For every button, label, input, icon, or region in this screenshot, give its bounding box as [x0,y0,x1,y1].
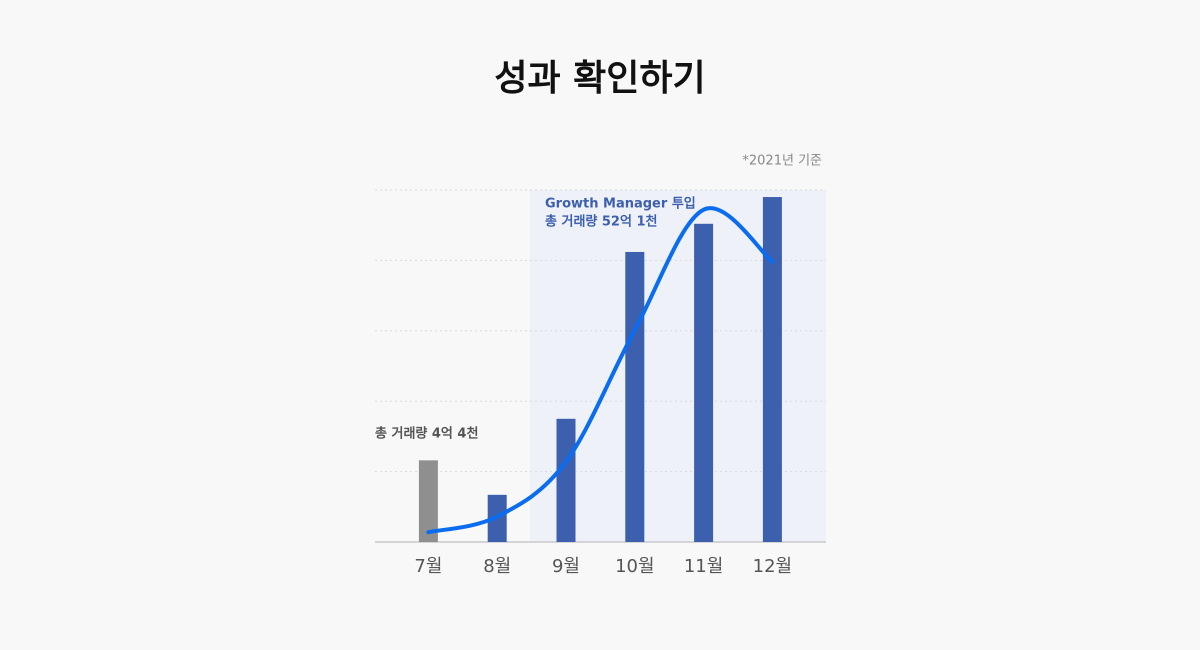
x-tick-label: 8월 [483,556,511,577]
annotation: 총 거래량 4억 4천 [375,426,478,442]
x-tick-label: 10월 [615,556,654,577]
note: *2021년 기준 [742,154,822,169]
bar [625,251,645,542]
annotation: Growth Manager 투입 [545,197,696,212]
x-tick-label: 12월 [753,556,792,577]
chart-title: 성과 확인하기 [494,58,705,99]
trend-line [426,206,775,535]
bar [694,223,714,543]
bar [556,418,576,542]
x-tick-label: 7월 [414,556,442,577]
annotation: 총 거래량 52억 1천 [545,214,657,230]
bar [418,460,438,542]
x-tick-label: 9월 [552,556,580,577]
x-tick-label: 11월 [684,556,723,577]
bar [762,197,782,543]
